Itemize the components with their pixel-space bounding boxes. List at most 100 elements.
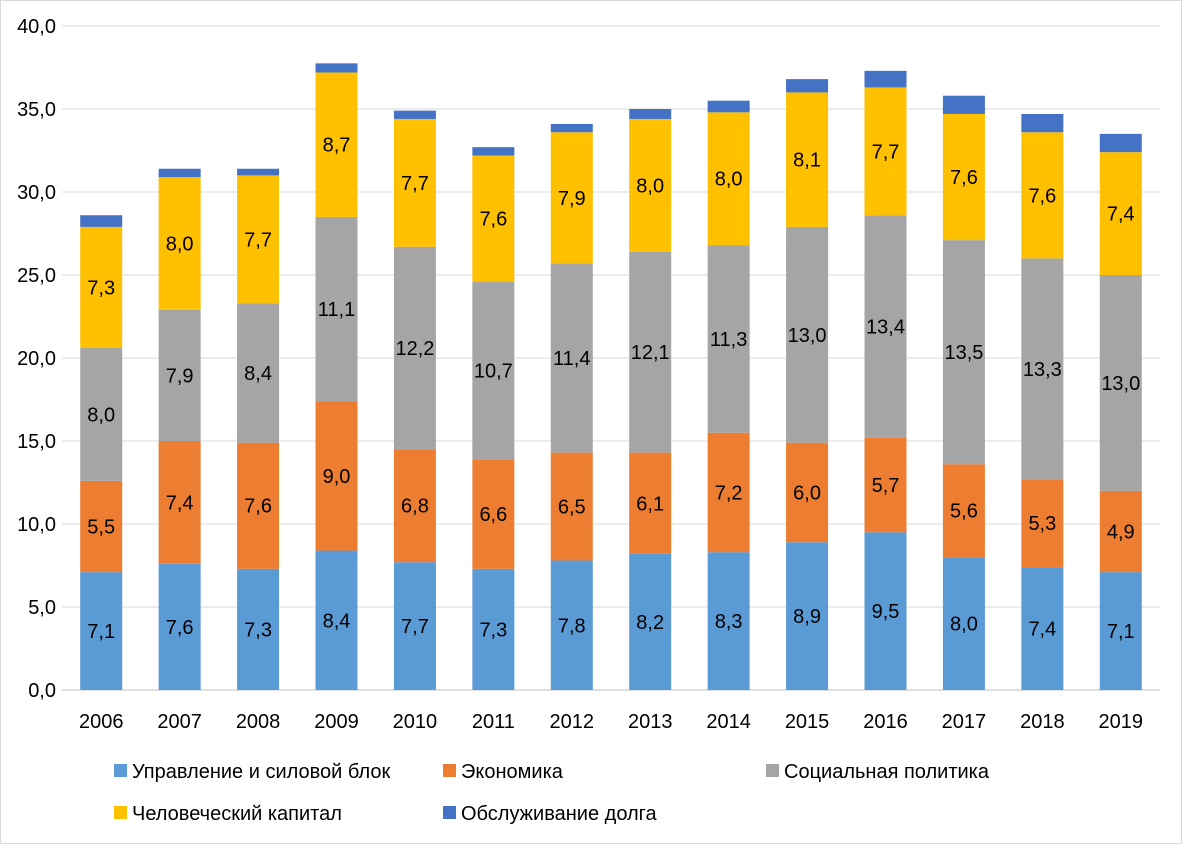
bar-segment [786,442,829,543]
data-label: 7,3 [479,619,507,641]
bar-segment [1099,133,1142,153]
data-label: 8,0 [950,614,978,636]
data-label: 8,0 [87,404,115,426]
x-tick-label: 2015 [785,711,830,733]
bar-segment [550,452,593,561]
data-label: 8,9 [793,606,821,628]
x-tick-label: 2019 [1099,711,1144,733]
data-label: 11,3 [710,329,747,351]
data-label: 8,7 [323,135,351,157]
bar-segment [864,87,907,216]
bar-segment [158,309,201,441]
bar-segment [550,560,593,690]
bar-segment [472,568,515,690]
bar-segment [864,70,907,88]
data-label: 12,1 [631,342,670,364]
data-label: 8,4 [323,610,351,632]
legend-label: Социальная политика [784,761,990,783]
data-label: 7,1 [1107,621,1135,643]
bar-segment [942,95,985,114]
y-tick-label: 5,0 [28,597,56,619]
bar-segment [707,245,750,433]
bar-segment [1021,567,1064,690]
data-label: 7,6 [1028,185,1056,207]
data-label: 7,2 [715,482,743,504]
data-label: 7,6 [950,167,978,189]
x-tick-label: 2016 [863,711,908,733]
bar-segment [864,532,907,690]
data-label: 4,9 [1107,521,1135,543]
data-label: 8,4 [244,363,272,385]
bar-segment [393,118,436,247]
bar-segment [1021,258,1064,480]
data-label: 8,0 [715,169,743,191]
x-tick-label: 2008 [236,711,281,733]
bar-segment [1099,152,1142,275]
data-label: 5,7 [872,475,900,497]
x-tick-label: 2011 [472,711,515,733]
x-tick-label: 2017 [942,711,987,733]
y-tick-label: 10,0 [17,514,56,536]
bar-segment [158,168,201,178]
data-label: 11,1 [318,299,355,321]
data-label: 13,0 [788,325,827,347]
legend-label: Обслуживание долга [461,803,658,825]
bar-segment [786,542,829,690]
data-label: 13,4 [866,316,905,338]
bar-segment [1021,132,1064,259]
bar-segment [629,251,672,453]
bar-segment [237,568,280,690]
data-label: 7,4 [166,492,194,514]
bar-segment [629,118,672,252]
x-tick-label: 2018 [1020,711,1065,733]
bar-segment [315,216,358,402]
data-label: 7,4 [1107,204,1135,226]
legend-swatch [114,764,127,777]
x-tick-label: 2006 [79,711,124,733]
bar-segment [707,112,750,246]
bar-segment [864,215,907,438]
bar-segment [942,464,985,558]
data-label: 11,4 [553,348,590,370]
data-label: 9,0 [323,466,351,488]
data-label: 6,8 [401,496,429,518]
bar-segment [237,168,280,176]
data-label: 7,3 [87,277,115,299]
x-tick-label: 2014 [706,711,751,733]
bar-segment [237,303,280,443]
data-label: 6,5 [558,497,586,519]
data-label: 7,3 [244,619,272,641]
data-label: 12,2 [395,338,434,360]
legend-label: Человеческий капитал [132,803,342,825]
x-tick-label: 2010 [393,711,438,733]
data-label: 7,6 [479,209,507,231]
legend-swatch [443,764,456,777]
data-label: 5,6 [950,501,978,523]
bar-segment [786,226,829,443]
bar-segment [315,550,358,690]
data-label: 8,1 [793,150,821,172]
bar-segment [393,562,436,690]
data-label: 7,8 [558,615,586,637]
x-tick-label: 2013 [628,711,673,733]
data-label: 8,2 [636,612,664,634]
bar-segment [80,226,123,349]
x-tick-label: 2012 [550,711,595,733]
y-tick-label: 15,0 [17,431,56,453]
bar-segment [550,123,593,133]
bar-segment [393,449,436,563]
data-label: 5,3 [1028,513,1056,535]
bar-segment [629,553,672,690]
bar-segment [472,155,515,282]
data-label: 7,1 [87,621,115,643]
data-label: 7,7 [401,173,429,195]
bar-segment [550,132,593,264]
data-label: 8,3 [715,611,743,633]
bar-segment [629,109,672,119]
bar-segment [237,442,280,569]
bar-segment [80,215,123,227]
legend-label: Экономика [461,761,564,783]
y-tick-label: 25,0 [17,265,56,287]
